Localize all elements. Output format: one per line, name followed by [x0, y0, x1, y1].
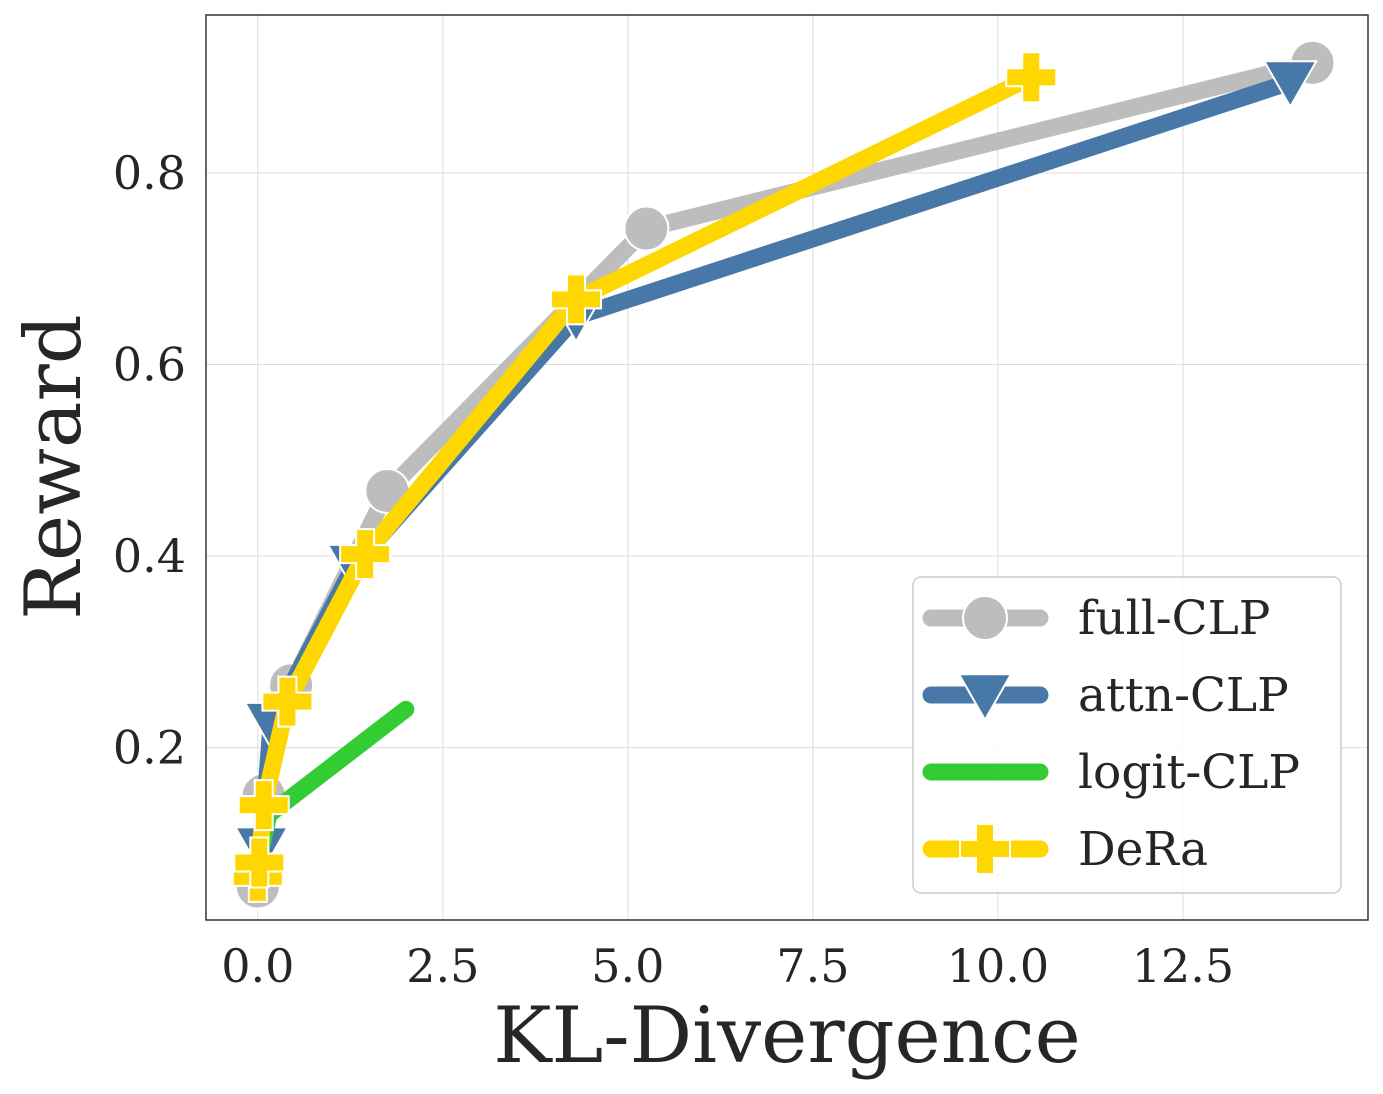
legend-marker-full-clp	[962, 595, 1008, 641]
legend-label-full-clp: full-CLP	[1078, 591, 1270, 646]
legend-marker-dera	[959, 823, 1011, 875]
legend-marker-attn-clp	[957, 673, 1013, 722]
data-point-attn-clp	[1262, 60, 1319, 109]
legend-frame	[912, 576, 1342, 894]
data-point-dera	[1005, 51, 1058, 104]
x-axis-title: KL-Divergence	[493, 991, 1081, 1081]
y-tick-label: 0.6	[113, 338, 186, 392]
series-dera	[231, 51, 1058, 903]
data-point-full-clp	[623, 205, 670, 252]
data-point-dera	[233, 836, 286, 889]
data-point-dera	[550, 273, 603, 326]
legend-label-attn-clp: attn-CLP	[1078, 668, 1289, 723]
plot-frame	[205, 14, 1369, 921]
data-point-dera	[237, 779, 290, 832]
y-axis-title: Reward	[9, 314, 99, 619]
x-tick-label: 0.0	[221, 939, 294, 993]
data-point-dera	[339, 528, 392, 581]
x-tick-label: 10.0	[947, 939, 1049, 993]
y-tick-label: 0.8	[113, 146, 186, 200]
x-tick-label: 12.5	[1132, 939, 1234, 993]
x-tick-label: 2.5	[406, 939, 479, 993]
y-tick-label: 0.2	[113, 721, 186, 775]
tick-labels: 0.0 2.5 5.0 7.5 10.0 12.5 0.2 0.4 0.6 0.8	[113, 146, 1234, 993]
legend: full-CLP attn-CLP logit-CLP DeRa	[912, 576, 1342, 894]
y-tick-label: 0.4	[113, 529, 186, 583]
legend-label-dera: DeRa	[1078, 822, 1208, 877]
x-tick-label: 5.0	[591, 939, 664, 993]
series-layer	[230, 39, 1336, 910]
data-point-dera	[261, 675, 314, 728]
x-tick-label: 7.5	[776, 939, 849, 993]
legend-label-logit-clp: logit-CLP	[1078, 745, 1300, 800]
